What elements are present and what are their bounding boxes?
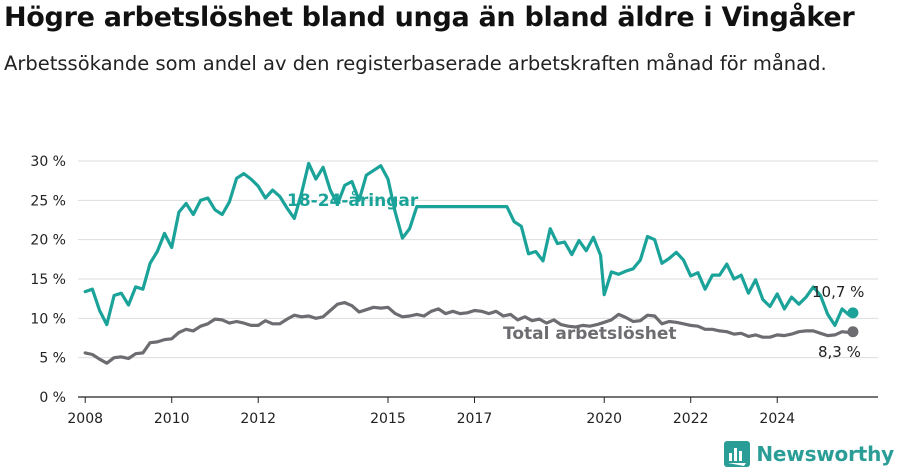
gridlines xyxy=(78,160,878,398)
y-axis-ticks: 0 % 5 % 10 % 15 % 20 % 25 % 30 % xyxy=(30,154,66,406)
y-tick-label: 0 % xyxy=(39,390,66,406)
y-tick-label: 25 % xyxy=(30,193,66,209)
x-tick-label: 2012 xyxy=(240,411,276,427)
chart-title: Högre arbetslöshet bland unga än bland ä… xyxy=(4,2,855,33)
end-value-total: 8,3 % xyxy=(818,343,861,361)
series-line-young xyxy=(83,161,855,327)
x-tick-label: 2024 xyxy=(759,411,795,427)
y-tick-label: 15 % xyxy=(30,272,66,288)
x-tick-label: 2008 xyxy=(67,411,103,427)
series-line-total xyxy=(83,301,855,365)
y-tick-label: 30 % xyxy=(30,154,66,170)
end-point-young xyxy=(847,307,859,319)
x-tick-label: 2017 xyxy=(457,411,493,427)
x-tick-label: 2010 xyxy=(154,411,190,427)
y-tick-label: 10 % xyxy=(30,311,66,327)
series-label-young: 18-24-åringar xyxy=(287,189,419,211)
end-point-total xyxy=(847,326,859,338)
y-tick-label: 5 % xyxy=(39,351,66,367)
y-tick-label: 20 % xyxy=(30,233,66,249)
series-lines xyxy=(83,161,859,365)
newsworthy-logo-icon xyxy=(724,441,751,467)
x-axis-ticks: 2008 2010 2012 2015 2017 2020 2022 2024 xyxy=(67,397,795,427)
chart-subtitle: Arbetssökande som andel av den registerb… xyxy=(4,52,827,75)
x-tick-label: 2022 xyxy=(673,411,709,427)
brand-logo: Newsworthy xyxy=(724,441,894,467)
end-value-young: 10,7 % xyxy=(812,283,864,301)
x-tick-label: 2020 xyxy=(586,411,622,427)
x-tick-label: 2015 xyxy=(370,411,406,427)
brand-name: Newsworthy xyxy=(756,442,894,466)
series-label-total: Total arbetslöshet xyxy=(503,324,677,344)
